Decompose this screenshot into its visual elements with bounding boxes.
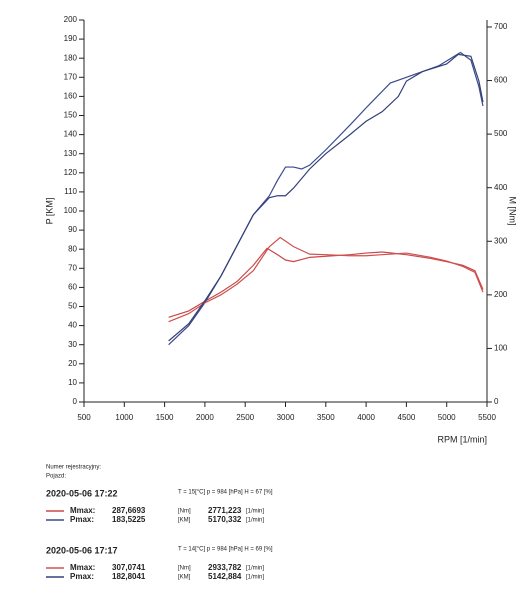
y-tick-label: 150: [64, 111, 78, 120]
y-tick-label: 140: [64, 130, 78, 139]
y-tick-label: 60: [68, 283, 77, 292]
run-conditions: T = 15[°C] p = 984 [hPa] H = 67 [%]: [178, 490, 273, 496]
row-rpm-unit: [1/min]: [246, 566, 264, 572]
row-rpm-unit: [1/min]: [246, 518, 264, 524]
y-axis-label: P [KM]: [44, 198, 54, 225]
x-tick-label: 3000: [277, 413, 295, 422]
y-tick-label: 50: [68, 302, 77, 311]
row-unit: [Nm]: [178, 509, 191, 515]
y2-axis-label: M [Nm]: [508, 197, 518, 226]
row-rpm: 2933,782: [208, 563, 242, 572]
row-rpm-unit: [1/min]: [246, 575, 264, 581]
y2-tick-label: 400: [494, 183, 508, 192]
x-tick-label: 1000: [115, 413, 133, 422]
legend-label: Mmax:: [70, 563, 95, 572]
x-tick-label: 4000: [357, 413, 375, 422]
legend-label: Pmax:: [70, 515, 94, 524]
row-rpm: 5142,884: [208, 572, 242, 581]
row-value: 307,0741: [112, 563, 146, 572]
row-value: 287,6693: [112, 506, 146, 515]
run-conditions: T = 14[°C] p = 984 [hPa] H = 69 [%]: [178, 547, 273, 553]
row-rpm: 2771,223: [208, 506, 242, 515]
y-tick-label: 0: [73, 397, 78, 406]
y-tick-label: 30: [68, 340, 77, 349]
legend-label: Pmax:: [70, 572, 94, 581]
x-tick-label: 2000: [196, 413, 214, 422]
series-line: [168, 236, 484, 323]
series-line: [168, 247, 484, 318]
run-date: 2020-05-06 17:17: [46, 545, 118, 555]
y2-tick-label: 500: [494, 129, 508, 138]
series-line: [168, 51, 484, 346]
y-tick-label: 180: [64, 53, 78, 62]
y-tick-label: 80: [68, 244, 77, 253]
row-unit: [Nm]: [178, 566, 191, 572]
y-tick-label: 200: [64, 15, 78, 24]
y-tick-label: 90: [68, 225, 77, 234]
vehicle: Pojazd:: [46, 474, 66, 480]
registration: Numer rejestracyjny:: [46, 465, 101, 471]
y-tick-label: 70: [68, 263, 77, 272]
x-tick-label: 3500: [317, 413, 335, 422]
y-tick-label: 160: [64, 92, 78, 101]
y2-tick-label: 200: [494, 290, 508, 299]
legend-label: Mmax:: [70, 506, 95, 515]
y-tick-label: 170: [64, 72, 78, 81]
y2-tick-label: 100: [494, 344, 508, 353]
y2-tick-label: 700: [494, 22, 508, 31]
row-value: 182,8041: [112, 572, 146, 581]
x-tick-label: 500: [77, 413, 91, 422]
y2-tick-label: 300: [494, 236, 508, 245]
x-axis-label: RPM [1/min]: [437, 434, 487, 444]
row-value: 183,5225: [112, 515, 146, 524]
y-tick-label: 20: [68, 359, 77, 368]
x-tick-label: 5000: [438, 413, 456, 422]
y-tick-label: 40: [68, 321, 77, 330]
x-tick-label: 4500: [398, 413, 416, 422]
row-rpm: 5170,332: [208, 515, 242, 524]
y2-tick-label: 600: [494, 76, 508, 85]
x-tick-label: 1500: [156, 413, 174, 422]
run-date: 2020-05-06 17:22: [46, 488, 118, 498]
y-tick-label: 110: [64, 187, 77, 196]
row-unit: [KM]: [178, 518, 191, 524]
x-tick-label: 5500: [478, 413, 496, 422]
y-tick-label: 120: [64, 168, 78, 177]
y2-tick-label: 0: [494, 397, 499, 406]
y-tick-label: 100: [64, 206, 78, 215]
y-tick-label: 10: [68, 378, 77, 387]
y-tick-label: 130: [64, 149, 78, 158]
y-tick-label: 190: [64, 34, 78, 43]
x-tick-label: 2500: [236, 413, 254, 422]
row-unit: [KM]: [178, 575, 191, 581]
row-rpm-unit: [1/min]: [246, 509, 264, 515]
series-line: [168, 53, 484, 342]
